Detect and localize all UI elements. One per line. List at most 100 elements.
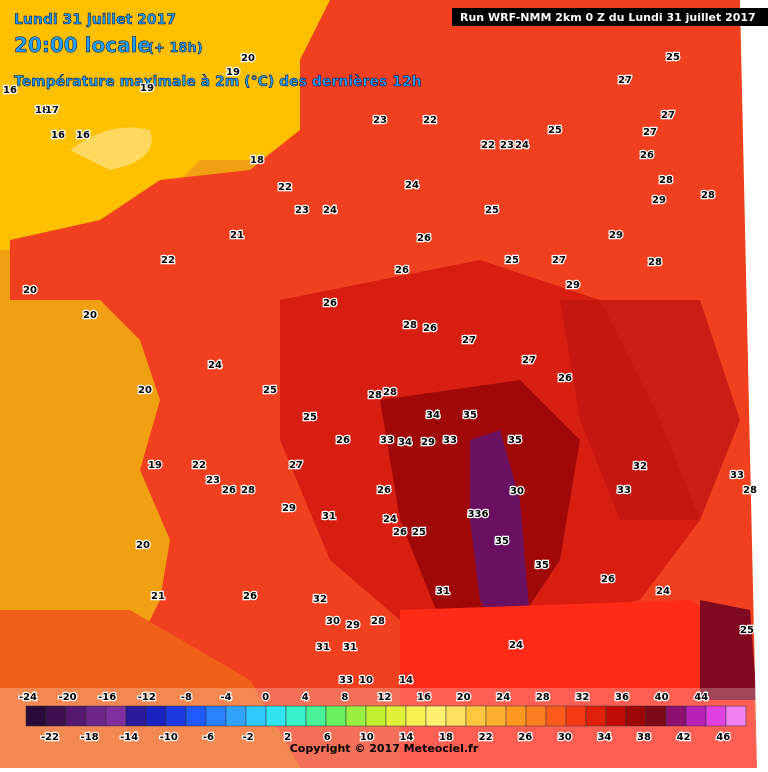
map-value-label: 33 (617, 485, 631, 496)
map-value-label: 27 (462, 335, 476, 346)
map-value-label: 31 (316, 642, 330, 653)
map-value-label: 26 (222, 485, 236, 496)
colorbar-swatch (225, 705, 247, 727)
map-value-label: 27 (661, 110, 675, 121)
map-value-label: 26 (395, 265, 409, 276)
colorbar-label: -8 (181, 692, 192, 703)
colorbar-label: 6 (324, 732, 331, 743)
map-value-label: 35 (495, 536, 509, 547)
map-value-label: 27 (289, 460, 303, 471)
map-value-label: 27 (618, 75, 632, 86)
colorbar-label: 28 (536, 692, 550, 703)
map-value-label: 22 (481, 140, 495, 151)
colorbar-swatch (345, 705, 367, 727)
map-value-label: 23 (295, 205, 309, 216)
colorbar-label: 8 (341, 692, 348, 703)
map-value-label: 25 (303, 412, 317, 423)
map-value-label: 24 (383, 514, 397, 525)
colorbar-swatch (425, 705, 447, 727)
date: Lundi 31 juillet 2017 (14, 12, 176, 28)
colorbar-label: 2 (284, 732, 291, 743)
map-value-label: 25 (485, 205, 499, 216)
colorbar-label: 34 (597, 732, 611, 743)
colorbar-swatch (25, 705, 47, 727)
colorbar-label: 40 (655, 692, 669, 703)
colorbar-swatch (385, 705, 407, 727)
colorbar-label: -22 (41, 732, 59, 743)
colorbar-label: 20 (457, 692, 471, 703)
run-banner (452, 8, 768, 26)
colorbar-swatch (545, 705, 567, 727)
map-value-label: 20 (23, 285, 37, 296)
map-value-label: 27 (643, 127, 657, 138)
map-value-label: 28 (383, 387, 397, 398)
colorbar-label: 46 (716, 732, 730, 743)
colorbar-label: -10 (160, 732, 178, 743)
map-value-label: 24 (323, 205, 337, 216)
map-value-label: 26 (377, 485, 391, 496)
map-value-label: 18 (250, 155, 264, 166)
colorbar-label: 30 (558, 732, 572, 743)
map-value-label: 26 (640, 150, 654, 161)
colorbar-swatch (205, 705, 227, 727)
colorbar-label: 16 (417, 692, 431, 703)
map-value-label: 26 (423, 323, 437, 334)
map-value-label: 16 (76, 130, 90, 141)
colorbar-swatch (285, 705, 307, 727)
map-value-label: 32 (633, 461, 647, 472)
map-value-label: 24 (656, 586, 670, 597)
map-value-label: 26 (558, 373, 572, 384)
map-value-label: 18 (35, 105, 49, 116)
map-value-label: 29 (282, 503, 296, 514)
map-value-label: 32 (313, 594, 327, 605)
map-value-label: 28 (648, 257, 662, 268)
map-value-label: 29 (566, 280, 580, 291)
colorbar-label: -2 (242, 732, 253, 743)
map-value-label: 25 (412, 527, 426, 538)
map-value-label: 33 (730, 470, 744, 481)
map-value-label: 10 (359, 675, 373, 686)
colorbar-label: 18 (439, 732, 453, 743)
map-value-label: 25 (548, 125, 562, 136)
map-value-label: 31 (343, 642, 357, 653)
map-value-label: 19 (140, 83, 154, 94)
map-value-label: 29 (609, 230, 623, 241)
map-value-label: 23 (206, 475, 220, 486)
map-value-label: 28 (371, 616, 385, 627)
map-value-label: 26 (243, 591, 257, 602)
colorbar-label: 36 (615, 692, 629, 703)
map-value-label: 19 (226, 67, 240, 78)
legend-backdrop (0, 688, 757, 768)
map-value-label: 22 (192, 460, 206, 471)
colorbar-label: 22 (479, 732, 493, 743)
map-value-label: 31 (436, 586, 450, 597)
copyright: Copyright © 2017 Meteociel.fr (290, 742, 479, 755)
subtitle: Température maximale à 2m (°C) des derni… (14, 74, 422, 90)
colorbar-label: 24 (496, 692, 510, 703)
colorbar-swatch (725, 705, 747, 727)
colorbar-label: 26 (518, 732, 532, 743)
colorbar-swatch (625, 705, 647, 727)
colorbar-label: 10 (360, 732, 374, 743)
map-value-label: 35 (508, 435, 522, 446)
colorbar-swatch (445, 705, 467, 727)
map-value-label: 35 (463, 410, 477, 421)
map-value-label: 28 (241, 485, 255, 496)
map-value-label: 29 (652, 195, 666, 206)
colorbar-label: -4 (220, 692, 231, 703)
map-value-label: 21 (151, 591, 165, 602)
time: 20:00 locale (14, 33, 151, 57)
map-value-label: 34 (426, 410, 440, 421)
cool-area (70, 127, 152, 170)
colorbar-label: -6 (203, 732, 214, 743)
map-value-label: 24 (208, 360, 222, 371)
colorbar-swatch (305, 705, 327, 727)
land (0, 610, 300, 768)
colorbar-swatch (405, 705, 427, 727)
colorbar-label: -16 (98, 692, 116, 703)
colorbar-label: 0 (262, 692, 269, 703)
colorbar-swatch (65, 705, 87, 727)
map-value-label: 24 (509, 640, 523, 651)
mountain-area (560, 300, 740, 520)
map-value-label: 33 (443, 435, 457, 446)
